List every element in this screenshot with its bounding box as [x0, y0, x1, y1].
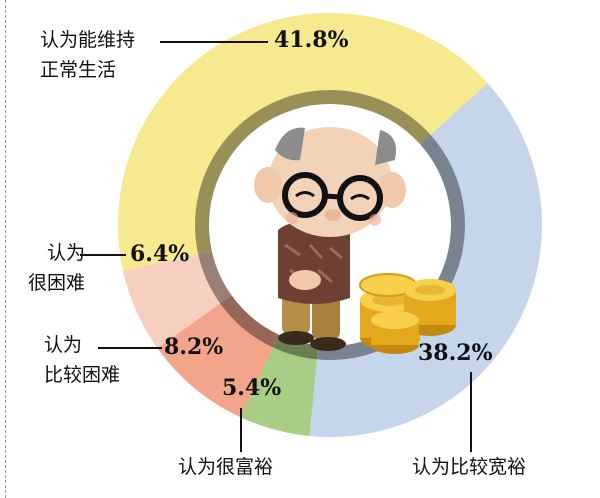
donut-slices — [118, 12, 542, 437]
donut-slice-1 — [240, 344, 318, 437]
donut-slice-3 — [123, 253, 223, 349]
leader-line-hard — [98, 347, 162, 349]
gold-coins-icon — [359, 273, 456, 354]
page-edge-dashed-line — [5, 0, 6, 498]
inner-ring-segment-3 — [198, 251, 232, 304]
label-very-hard: 认为 很困难 — [28, 242, 86, 294]
value-comfortable: 38.2% — [418, 340, 493, 366]
value-normal-life: 41.8% — [274, 27, 349, 53]
inner-ring-segment-2 — [220, 295, 279, 348]
value-hard: 8.2% — [164, 334, 224, 360]
leader-line-normal — [160, 41, 268, 43]
leader-line-very-hard — [80, 254, 126, 256]
grandfather-icon — [254, 127, 406, 351]
value-very-hard: 6.4% — [130, 241, 190, 267]
grandfather-illustration — [254, 127, 456, 354]
label-normal-life: 认为能维持 正常生活 — [40, 29, 136, 81]
label-rich: 认为很富裕 — [178, 456, 274, 478]
leader-line-rich — [240, 408, 242, 452]
donut-slice-2 — [157, 301, 275, 418]
donut-slice-4 — [118, 12, 488, 271]
leader-line-comfortable — [470, 372, 472, 452]
label-hard: 认为 比较困难 — [44, 334, 121, 386]
donut-slice-0 — [309, 83, 542, 437]
label-comfortable: 认为比较宽裕 — [412, 456, 527, 478]
value-rich: 5.4% — [222, 375, 282, 401]
